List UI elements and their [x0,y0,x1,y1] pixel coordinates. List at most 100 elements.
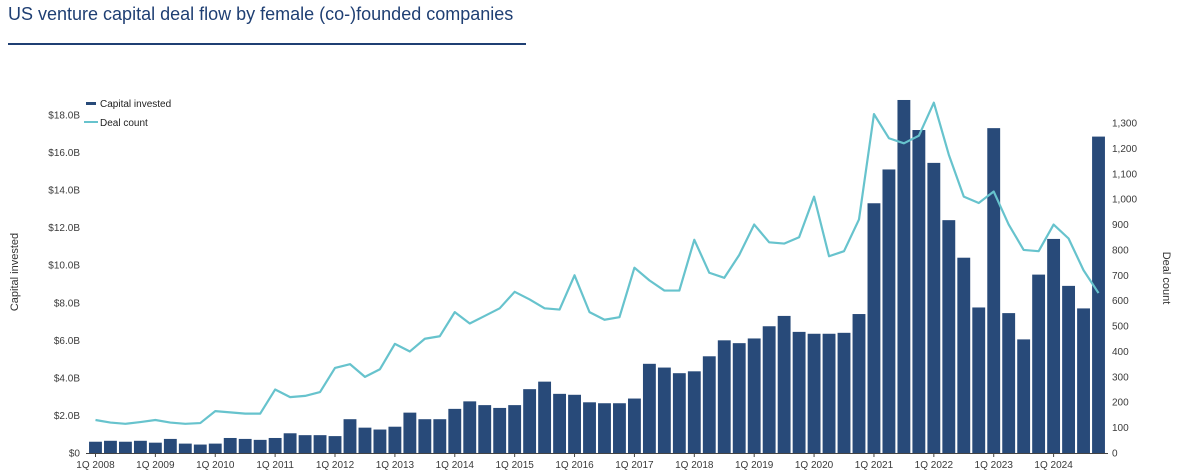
capital-bar [358,427,372,453]
capital-bar [822,333,836,453]
capital-bar [583,402,596,453]
capital-bar [313,435,327,453]
y-left-tick-label: $6.0B [54,336,80,347]
capital-bar [957,257,971,453]
title-underline [8,43,526,45]
capital-bar [478,405,492,453]
capital-bar [777,315,791,453]
capital-bar [912,130,926,453]
capital-bar [897,99,911,453]
axis-labels: $0 $2.0B $4.0B $6.0B $8.0B $10.0B $12.0B $14.0B… [9,111,1172,472]
axes-layer [86,453,1108,457]
y-right-axis-title: Deal count [1160,252,1172,305]
capital-bar [553,393,567,453]
chart-title: US venture capital deal flow by female (… [8,4,514,24]
capital-bar [717,340,731,453]
legend-label-deal-count: Deal count [100,118,148,129]
capital-bar [388,426,402,453]
y-left-tick-label: $14.0B [48,186,80,197]
capital-bar [523,389,537,453]
capital-bar [418,419,432,453]
x-tick-label: 1Q 2024 [1034,460,1073,471]
x-tick-label: 1Q 2012 [316,460,355,471]
capital-bar [343,419,357,453]
y-right-tick-label: 1,100 [1112,169,1137,180]
x-tick-label: 1Q 2021 [855,460,894,471]
capital-bar [627,398,641,453]
x-tick-label: 1Q 2023 [975,460,1014,471]
capital-bar [538,381,552,453]
x-tick-label: 1Q 2014 [436,460,475,471]
capital-bar [867,203,881,453]
y-right-tick-label: 500 [1112,322,1129,333]
capital-bar [223,437,237,453]
capital-bar [298,435,312,453]
y-right-tick-label: 900 [1112,220,1129,231]
x-tick-label: 1Q 2010 [196,460,235,471]
capital-bar [148,442,162,453]
capital-bar [807,333,821,453]
capital-bar [762,326,776,453]
capital-bar [1032,274,1046,453]
capital-bar [657,367,671,453]
capital-bar [972,307,986,453]
capital-bar [89,441,102,453]
x-tick-label: 1Q 2018 [675,460,714,471]
y-right-tick-label: 1,300 [1112,119,1137,130]
y-right-tick-label: 300 [1112,372,1129,383]
x-tick-label: 1Q 2008 [76,460,115,471]
y-left-tick-label: $10.0B [48,261,80,272]
capital-bar [642,363,656,453]
y-left-tick-label: $2.0B [54,411,80,422]
y-left-tick-label: $12.0B [48,223,80,234]
capital-bar [598,403,611,453]
x-tick-label: 1Q 2009 [136,460,175,471]
capital-bar [403,412,417,453]
y-left-tick-label: $18.0B [48,111,80,122]
deal-count-line-group [95,101,1100,425]
capital-bars [89,99,1105,453]
capital-bar [837,332,851,453]
y-right-tick-label: 0 [1112,449,1118,460]
capital-bar [508,405,522,453]
capital-bar [328,436,342,453]
capital-bar [1002,313,1016,453]
capital-bar [268,437,282,453]
capital-bar [942,220,956,453]
y-right-tick-label: 400 [1112,347,1129,358]
capital-bar [163,438,177,453]
capital-bar [463,401,477,453]
x-tick-label: 1Q 2020 [795,460,834,471]
capital-bar [448,408,462,453]
x-tick-label: 1Q 2016 [555,460,594,471]
capital-bar [672,373,686,453]
capital-bar [1092,136,1105,453]
y-left-axis-title: Capital invested [9,233,21,311]
legend-label-capital: Capital invested [100,99,171,110]
y-left-tick-label: $4.0B [54,373,80,384]
capital-bar [987,128,1001,453]
y-right-tick-label: 600 [1112,296,1129,307]
y-right-tick-label: 1,000 [1112,195,1137,206]
x-tick-label: 1Q 2013 [376,460,415,471]
capital-bar [283,433,297,453]
x-tick-label: 1Q 2011 [256,460,294,471]
y-left-tick-label: $8.0B [54,298,80,309]
capital-bar [208,443,222,453]
capital-bar [1062,285,1076,453]
capital-bar [253,439,267,453]
y-left-tick-label: $16.0B [48,148,80,159]
capital-bar [747,338,761,453]
capital-bar [118,441,132,453]
capital-bar [568,394,581,453]
y-right-tick-label: 200 [1112,398,1129,409]
capital-bar [133,440,147,453]
capital-bar [104,440,117,453]
capital-bar [193,444,207,453]
legend: Capital invested Deal count [84,99,171,129]
capital-bar [238,438,252,453]
legend-swatch-capital [86,102,96,105]
capital-bar [1077,308,1090,453]
capital-bar [1017,339,1031,453]
capital-bar [852,314,866,453]
